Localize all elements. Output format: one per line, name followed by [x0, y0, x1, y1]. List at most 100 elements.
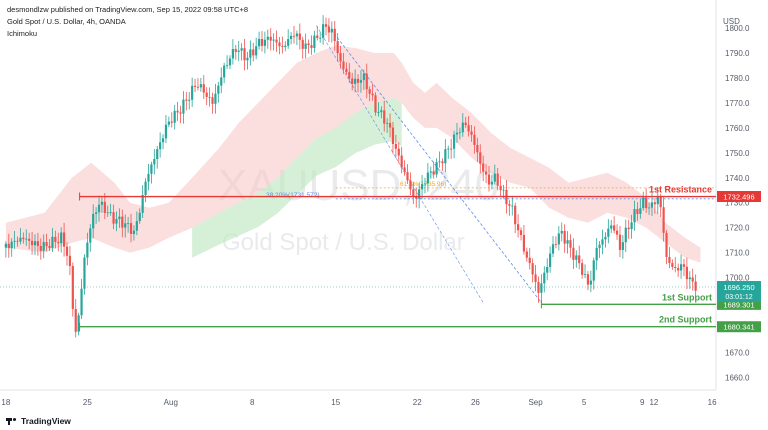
- candle-body: [365, 73, 368, 90]
- watermark-name: Gold Spot / U.S. Dollar: [222, 229, 465, 256]
- candle-body: [470, 131, 473, 135]
- candle-body: [164, 124, 168, 139]
- candle: [112, 204, 115, 230]
- candle: [656, 187, 659, 215]
- candle: [354, 69, 357, 93]
- candle-body: [607, 228, 610, 237]
- ichimoku-cloud: [5, 45, 701, 263]
- candle-body: [112, 212, 115, 224]
- fib-trend-line: [316, 25, 484, 303]
- candle: [217, 81, 220, 103]
- candle: [234, 44, 237, 60]
- candle-body: [438, 161, 441, 163]
- candle: [406, 164, 409, 185]
- candle-body: [228, 58, 232, 66]
- candle-body: [138, 212, 141, 222]
- candle-body: [380, 110, 383, 113]
- candle-body: [298, 33, 301, 40]
- level-name-label: 2nd Support: [659, 315, 712, 325]
- candle-body: [240, 48, 243, 51]
- candle-countdown-label: 03:01:12: [725, 294, 752, 301]
- candle-body: [289, 35, 293, 40]
- candle-body: [484, 171, 488, 175]
- candle-body: [287, 39, 290, 46]
- candle: [569, 234, 572, 258]
- candle-body: [243, 48, 246, 61]
- candle: [511, 195, 514, 216]
- candle: [36, 232, 39, 256]
- candle-body: [496, 173, 499, 186]
- candle: [386, 118, 389, 133]
- candle: [572, 238, 575, 270]
- candle-body: [444, 149, 447, 164]
- candle: [371, 83, 374, 101]
- candle-body: [42, 242, 45, 251]
- candle-body: [630, 222, 633, 230]
- price-tick-label: 1750.0: [725, 149, 750, 158]
- candle: [327, 18, 331, 43]
- candle-body: [447, 148, 450, 150]
- candle-body: [412, 189, 415, 197]
- candle: [199, 77, 202, 92]
- candle-body: [554, 244, 558, 245]
- candle: [380, 106, 383, 119]
- candle-body: [161, 138, 165, 143]
- candle: [621, 235, 624, 259]
- candle: [645, 188, 648, 213]
- level-name-label: 1st Support: [662, 292, 712, 302]
- candle: [295, 30, 299, 46]
- candle: [543, 266, 546, 293]
- indicator-name[interactable]: Ichimoku: [7, 29, 38, 38]
- candle-body: [479, 152, 482, 164]
- candle-body: [231, 49, 234, 59]
- candle-body: [330, 28, 333, 33]
- candle: [252, 42, 255, 62]
- candle-body: [292, 35, 296, 37]
- candle-body: [685, 266, 688, 280]
- fib-level-label: 38.20%(1731.572): [266, 192, 320, 199]
- candle-body: [543, 272, 546, 284]
- candle-body: [508, 204, 511, 206]
- candle: [461, 113, 464, 137]
- price-tick-label: 1730.0: [725, 199, 750, 208]
- candle: [397, 142, 400, 164]
- candle-body: [199, 84, 202, 88]
- candle-body: [450, 148, 453, 150]
- candle-body: [173, 110, 176, 123]
- candle: [214, 83, 217, 114]
- candle-body: [284, 45, 287, 48]
- candle-body: [534, 274, 537, 282]
- candle: [613, 216, 616, 234]
- candle-body: [310, 45, 313, 48]
- candle-body: [319, 37, 322, 39]
- candle-body: [182, 99, 185, 114]
- candle: [301, 36, 304, 59]
- candle: [284, 41, 287, 52]
- tradingview-brand[interactable]: TradingView: [6, 416, 71, 426]
- candle-body: [624, 227, 627, 243]
- candle-body: [531, 263, 534, 275]
- candle: [65, 242, 69, 266]
- candle: [89, 224, 92, 252]
- level-name-label: 1st Resistance: [649, 185, 712, 195]
- candle-body: [65, 246, 69, 256]
- candle: [208, 87, 211, 107]
- candle-body: [627, 227, 630, 230]
- candle: [345, 62, 348, 75]
- candle-body: [196, 86, 200, 88]
- candle-body: [671, 262, 674, 267]
- candle: [499, 176, 502, 197]
- candle: [557, 226, 560, 251]
- candle: [249, 40, 252, 66]
- candle: [287, 29, 290, 49]
- candle-body: [400, 155, 403, 168]
- candle-body: [575, 255, 578, 260]
- candle: [170, 112, 173, 128]
- candle: [409, 172, 412, 196]
- cloud-band-red: [5, 45, 701, 263]
- candle: [595, 238, 598, 271]
- candle-body: [115, 219, 118, 224]
- candle-body: [252, 49, 255, 56]
- candle-body: [304, 43, 307, 49]
